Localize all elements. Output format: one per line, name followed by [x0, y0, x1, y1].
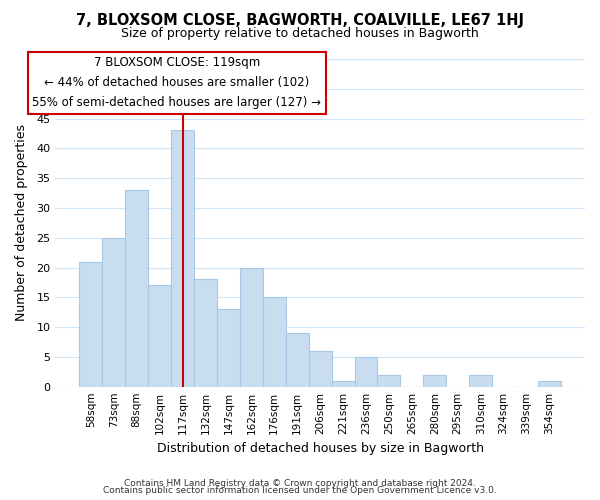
Bar: [424, 375, 446, 386]
Bar: [217, 309, 240, 386]
Bar: [308, 351, 332, 386]
Bar: [79, 262, 103, 386]
Bar: [355, 357, 377, 386]
Text: 7 BLOXSOM CLOSE: 119sqm
← 44% of detached houses are smaller (102)
55% of semi-d: 7 BLOXSOM CLOSE: 119sqm ← 44% of detache…: [32, 56, 322, 110]
Bar: [377, 375, 400, 386]
Bar: [263, 298, 286, 386]
Text: Contains public sector information licensed under the Open Government Licence v3: Contains public sector information licen…: [103, 486, 497, 495]
Y-axis label: Number of detached properties: Number of detached properties: [15, 124, 28, 322]
Bar: [125, 190, 148, 386]
X-axis label: Distribution of detached houses by size in Bagworth: Distribution of detached houses by size …: [157, 442, 484, 455]
Bar: [538, 380, 561, 386]
Bar: [171, 130, 194, 386]
Bar: [194, 280, 217, 386]
Bar: [240, 268, 263, 386]
Bar: [332, 380, 355, 386]
Bar: [469, 375, 492, 386]
Text: Size of property relative to detached houses in Bagworth: Size of property relative to detached ho…: [121, 28, 479, 40]
Bar: [103, 238, 125, 386]
Text: 7, BLOXSOM CLOSE, BAGWORTH, COALVILLE, LE67 1HJ: 7, BLOXSOM CLOSE, BAGWORTH, COALVILLE, L…: [76, 12, 524, 28]
Text: Contains HM Land Registry data © Crown copyright and database right 2024.: Contains HM Land Registry data © Crown c…: [124, 478, 476, 488]
Bar: [148, 286, 171, 386]
Bar: [286, 333, 308, 386]
